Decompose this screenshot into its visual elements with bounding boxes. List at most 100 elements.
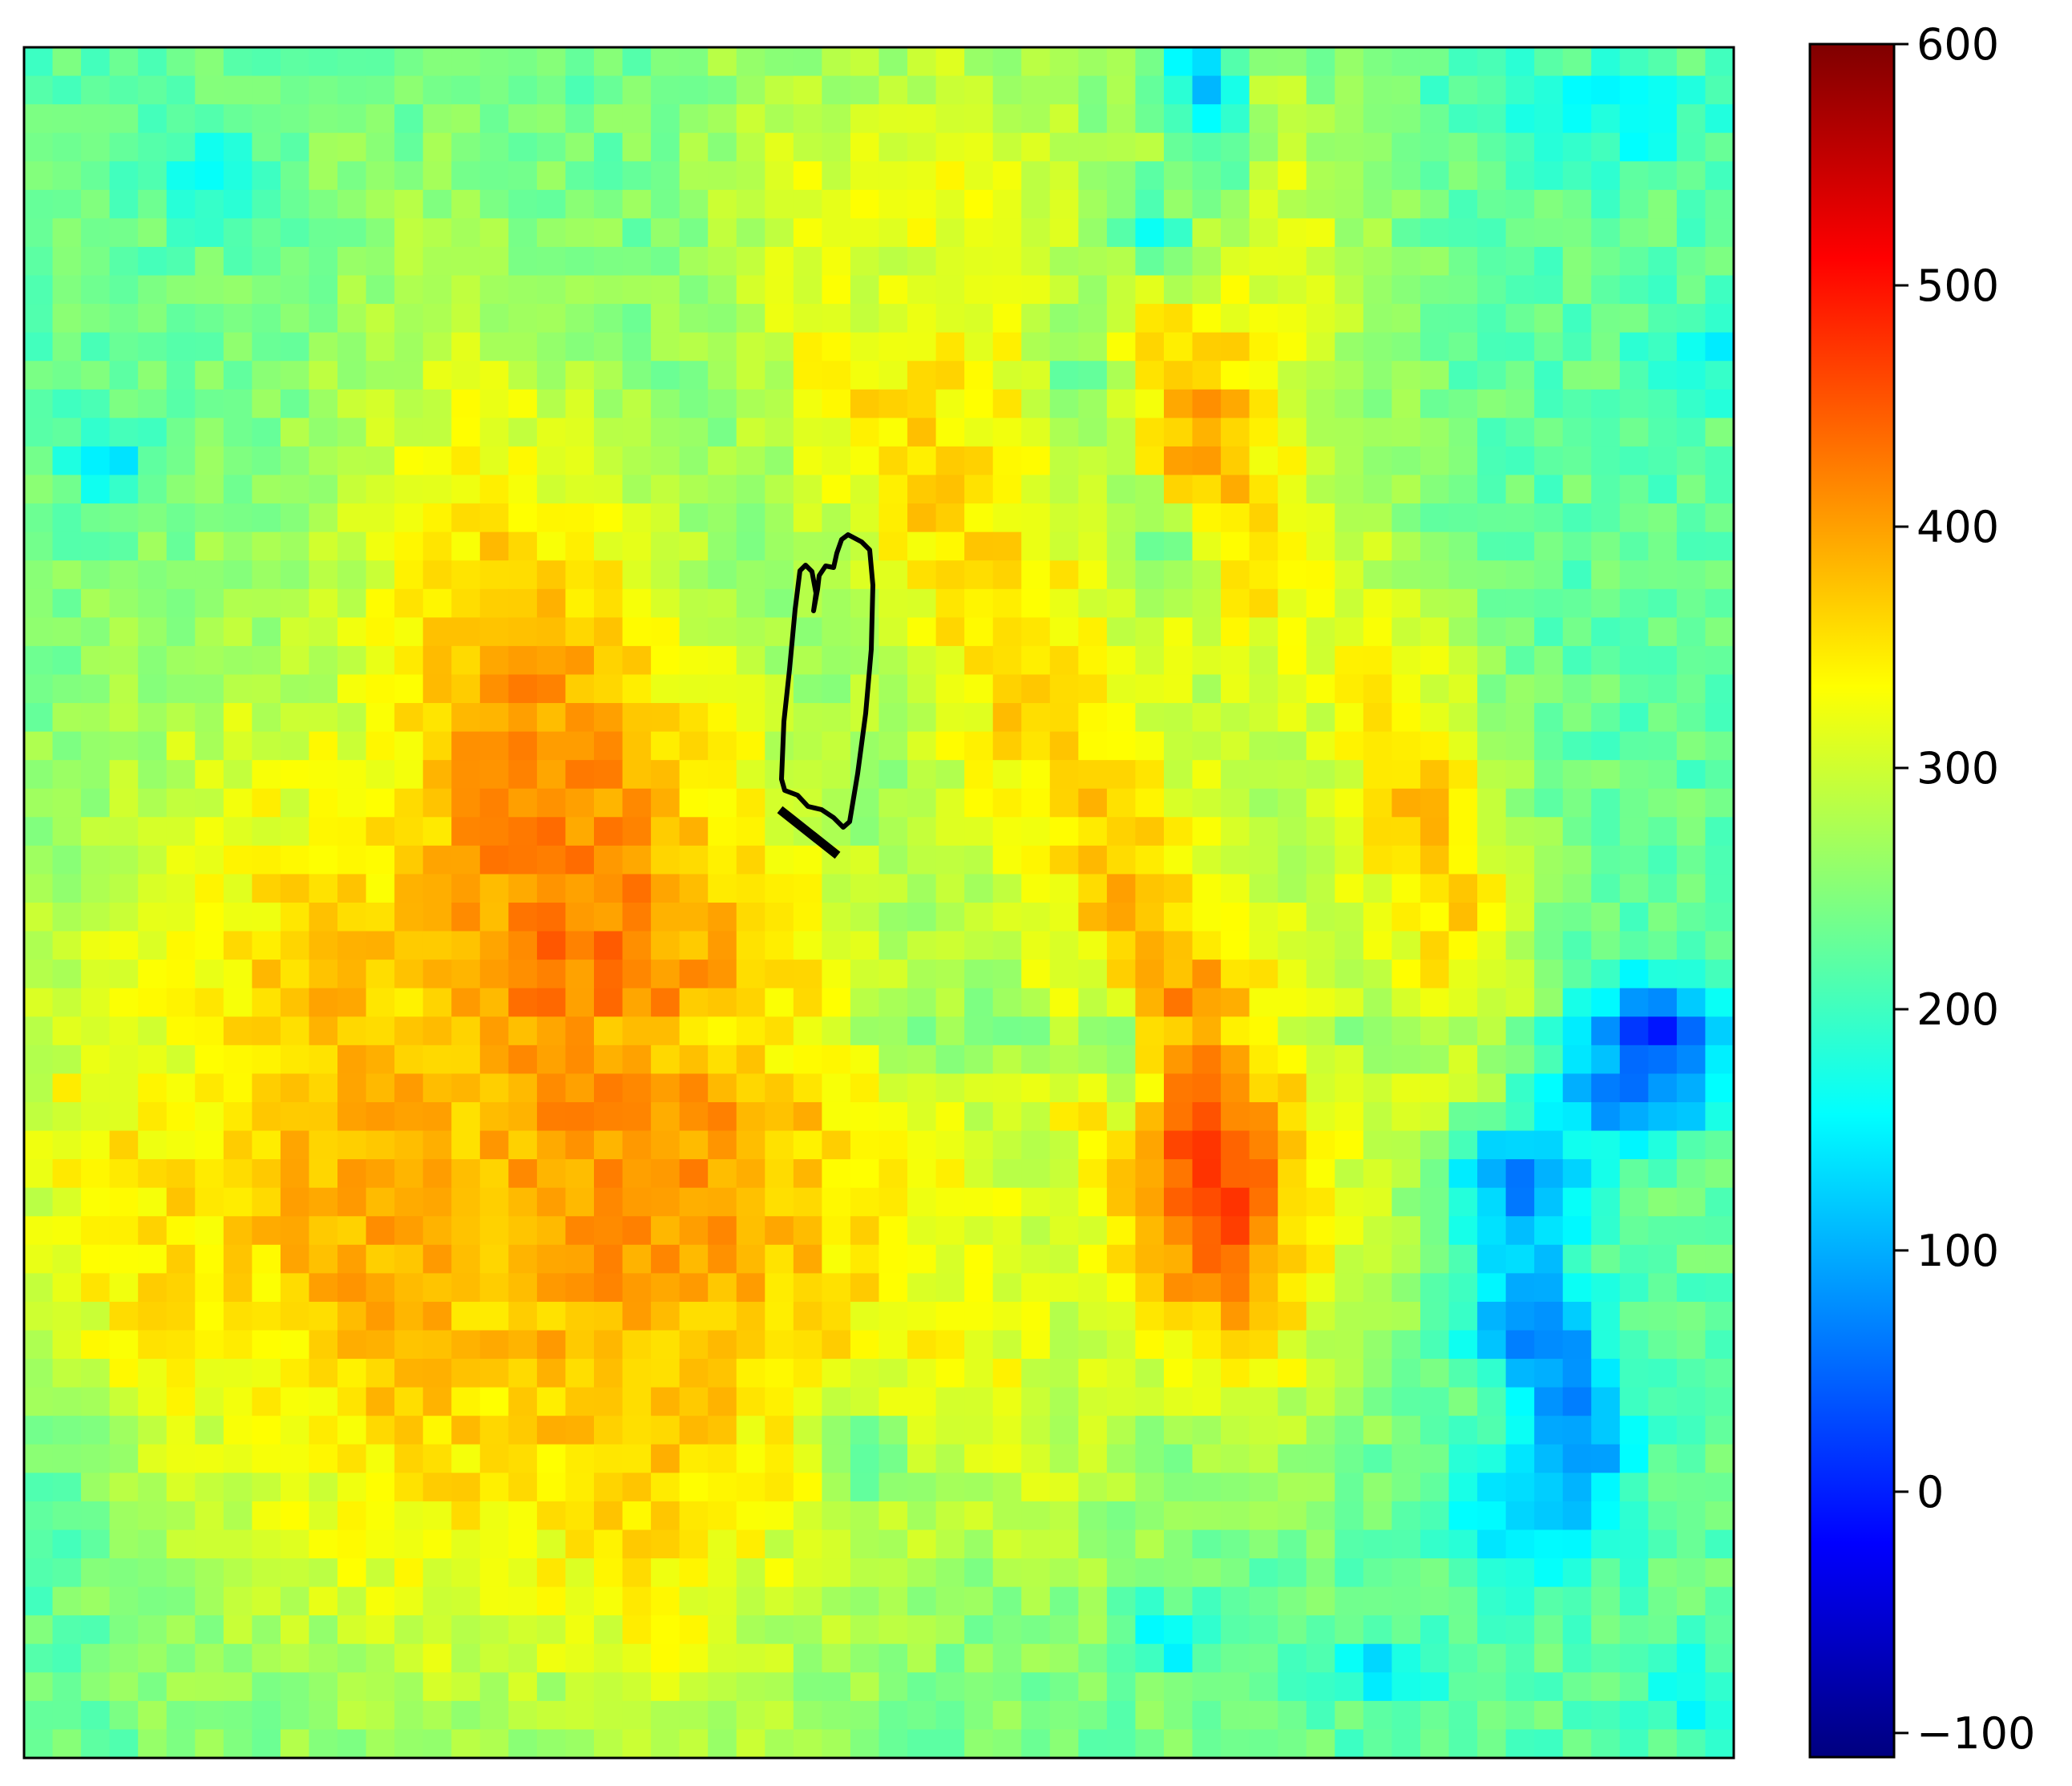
heatmap-cell (337, 931, 367, 960)
heatmap-cell (422, 1073, 452, 1103)
heatmap-cell (109, 1501, 139, 1531)
heatmap-cell (1221, 788, 1250, 818)
heatmap-cell (1306, 531, 1335, 561)
heatmap-cell (765, 446, 794, 476)
heatmap-cell (964, 332, 994, 362)
heatmap-cell (679, 1216, 709, 1246)
heatmap-cell (536, 1216, 567, 1246)
heatmap-cell (878, 389, 908, 418)
heatmap-cell (52, 617, 82, 647)
heatmap-cell (109, 1016, 139, 1046)
heatmap-cell (651, 845, 681, 875)
heatmap-cell (651, 503, 681, 533)
heatmap-cell (907, 1700, 937, 1731)
heatmap-cell (1306, 1643, 1335, 1673)
heatmap-cell (651, 1700, 681, 1731)
heatmap-cell (822, 1615, 851, 1645)
heatmap-cell (822, 1045, 851, 1074)
heatmap-cell (622, 1444, 652, 1473)
heatmap-cell (1676, 1558, 1706, 1588)
heatmap-cell (964, 189, 994, 219)
heatmap-cell (1591, 988, 1621, 1017)
heatmap-cell (679, 1359, 709, 1388)
heatmap-cell (964, 503, 994, 533)
heatmap-cell (1335, 1359, 1364, 1388)
heatmap-cell (1106, 1101, 1137, 1132)
heatmap-cell (907, 560, 937, 590)
heatmap-cell (1448, 1187, 1478, 1217)
heatmap-cell (594, 560, 624, 590)
heatmap-cell (536, 617, 567, 647)
heatmap-cell (1562, 1073, 1592, 1103)
heatmap-cell (195, 418, 224, 447)
heatmap-cell (337, 1330, 367, 1360)
heatmap-cell (1278, 1700, 1307, 1731)
heatmap-cell (280, 560, 310, 590)
heatmap-cell (1335, 703, 1364, 733)
heatmap-cell (594, 503, 624, 533)
heatmap-cell (195, 1586, 224, 1616)
heatmap-cell (195, 988, 224, 1017)
heatmap-cell (565, 1615, 595, 1645)
heatmap-cell (1448, 845, 1478, 875)
heatmap-cell (992, 1244, 1022, 1274)
heatmap-cell (1591, 1729, 1621, 1758)
heatmap-cell (394, 1672, 424, 1702)
heatmap-cell (1619, 1101, 1649, 1132)
heatmap-cell (1648, 874, 1678, 903)
heatmap-cell (1420, 75, 1450, 105)
heatmap-cell (622, 788, 652, 818)
heatmap-cell (622, 1586, 652, 1616)
heatmap-cell (1192, 1216, 1222, 1246)
heatmap-cell (822, 1016, 851, 1046)
heatmap-cell (1078, 1586, 1108, 1616)
heatmap-cell (1705, 1101, 1734, 1132)
heatmap-cell (850, 1101, 880, 1132)
heatmap-cell (24, 703, 54, 733)
heatmap-cell (1192, 475, 1222, 504)
heatmap-cell (1164, 1643, 1194, 1673)
heatmap-cell (1619, 1700, 1649, 1731)
heatmap-cell (1021, 845, 1051, 875)
heatmap-cell (422, 75, 452, 105)
heatmap-cell (1335, 361, 1364, 390)
heatmap-cell (81, 845, 111, 875)
heatmap-cell (394, 1444, 424, 1473)
heatmap-cell (1192, 446, 1222, 476)
heatmap-cell (1049, 389, 1079, 418)
heatmap-cell (1619, 246, 1649, 277)
heatmap-cell (1306, 47, 1335, 77)
heatmap-cell (1705, 1501, 1734, 1531)
heatmap-cell (1505, 617, 1535, 647)
heatmap-cell (394, 275, 424, 305)
heatmap-cell (1562, 1416, 1592, 1445)
heatmap-cell (878, 903, 908, 932)
heatmap-cell (394, 703, 424, 733)
heatmap-cell (252, 903, 281, 932)
heatmap-cell (651, 588, 681, 618)
heatmap-cell (964, 1244, 994, 1274)
heatmap-cell (736, 531, 765, 561)
heatmap-cell (1477, 817, 1507, 847)
heatmap-cell (1591, 1529, 1621, 1559)
heatmap-cell (1278, 246, 1307, 277)
heatmap-cell (479, 560, 509, 590)
heatmap-cell (1135, 1729, 1165, 1758)
heatmap-cell (964, 1187, 994, 1217)
heatmap-cell (52, 1301, 82, 1331)
heatmap-cell (1505, 446, 1535, 476)
heatmap-cell (1448, 1672, 1478, 1702)
heatmap-cell (366, 1301, 395, 1331)
heatmap-cell (1249, 1586, 1278, 1616)
heatmap-cell (536, 503, 567, 533)
heatmap-cell (1619, 75, 1649, 105)
heatmap-cell (1278, 1244, 1307, 1274)
heatmap-cell (1335, 617, 1364, 647)
heatmap-cell (337, 817, 367, 847)
heatmap-cell (565, 304, 595, 333)
heatmap-cell (309, 1130, 338, 1160)
heatmap-cell (1164, 560, 1194, 590)
heatmap-cell (708, 560, 737, 590)
heatmap-cell (223, 531, 252, 561)
heatmap-cell (536, 1130, 567, 1160)
